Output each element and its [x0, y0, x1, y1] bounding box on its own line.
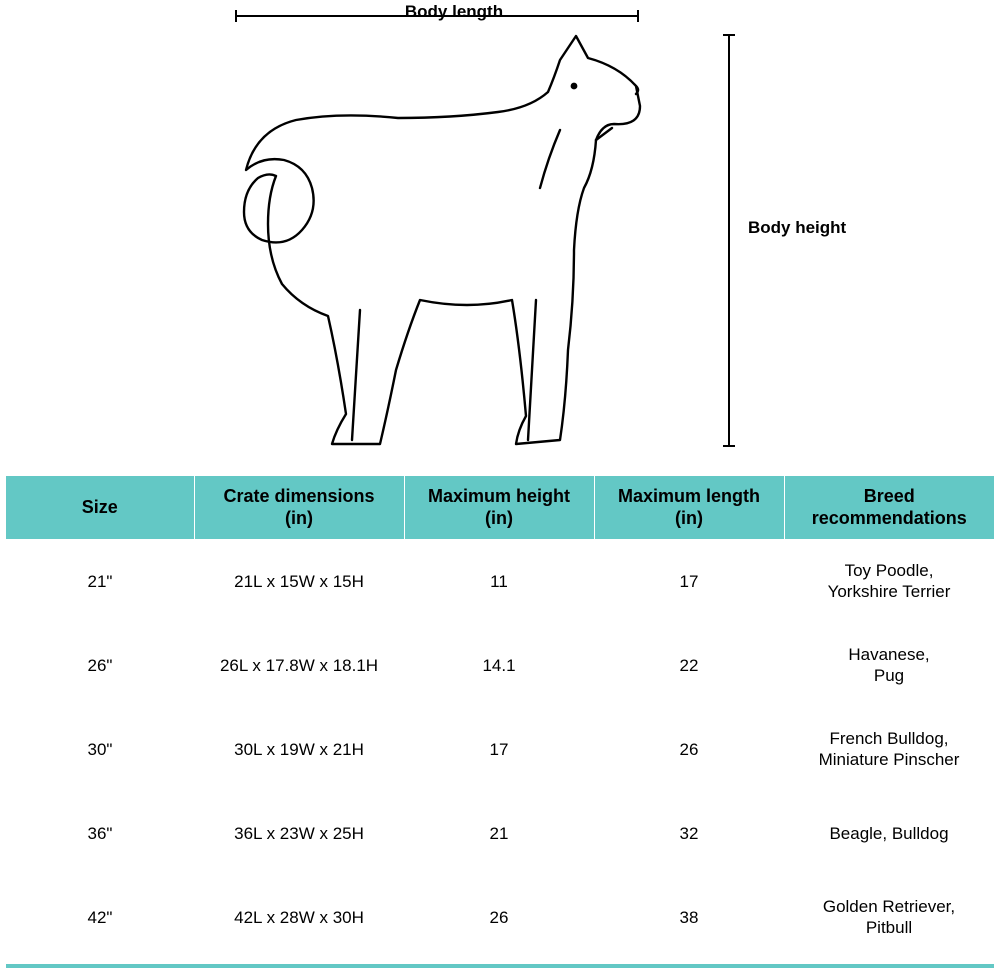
table-row: 36" 36L x 23W x 25H 21 32 Beagle, Bulldo… — [6, 791, 994, 875]
cell-breeds: Toy Poodle,Yorkshire Terrier — [784, 539, 994, 623]
cell-dims: 36L x 23W x 25H — [194, 791, 404, 875]
diagram-svg — [0, 0, 1000, 472]
cell-breeds: Havanese,Pug — [784, 623, 994, 707]
col-size: Size — [6, 476, 194, 539]
table-row: 42" 42L x 28W x 30H 26 38 Golden Retriev… — [6, 875, 994, 959]
col-dimensions: Crate dimensions(in) — [194, 476, 404, 539]
cell-maxl: 26 — [594, 707, 784, 791]
crate-size-table: Size Crate dimensions(in) Maximum height… — [6, 476, 994, 959]
col-breeds: Breedrecommendations — [784, 476, 994, 539]
cell-maxh: 17 — [404, 707, 594, 791]
table-row: 26" 26L x 17.8W x 18.1H 14.1 22 Havanese… — [6, 623, 994, 707]
cell-dims: 26L x 17.8W x 18.1H — [194, 623, 404, 707]
body-height-bar — [723, 35, 735, 446]
table-bottom-rule — [6, 964, 994, 968]
cell-maxh: 14.1 — [404, 623, 594, 707]
col-max-height: Maximum height(in) — [404, 476, 594, 539]
dog-outline-icon — [244, 36, 640, 444]
cell-dims: 21L x 15W x 15H — [194, 539, 404, 623]
cell-maxh: 11 — [404, 539, 594, 623]
col-max-length: Maximum length(in) — [594, 476, 784, 539]
cell-size: 26" — [6, 623, 194, 707]
cell-maxl: 22 — [594, 623, 784, 707]
measurement-diagram: Body length Body height — [0, 0, 1000, 472]
cell-maxl: 38 — [594, 875, 784, 959]
cell-size: 30" — [6, 707, 194, 791]
cell-breeds: Golden Retriever,Pitbull — [784, 875, 994, 959]
cell-maxl: 17 — [594, 539, 784, 623]
cell-breeds: French Bulldog,Miniature Pinscher — [784, 707, 994, 791]
cell-dims: 30L x 19W x 21H — [194, 707, 404, 791]
table-row: 21" 21L x 15W x 15H 11 17 Toy Poodle,Yor… — [6, 539, 994, 623]
cell-dims: 42L x 28W x 30H — [194, 875, 404, 959]
table-row: 30" 30L x 19W x 21H 17 26 French Bulldog… — [6, 707, 994, 791]
cell-maxh: 21 — [404, 791, 594, 875]
cell-size: 42" — [6, 875, 194, 959]
table-header: Size Crate dimensions(in) Maximum height… — [6, 476, 994, 539]
cell-size: 21" — [6, 539, 194, 623]
cell-breeds: Beagle, Bulldog — [784, 791, 994, 875]
cell-size: 36" — [6, 791, 194, 875]
cell-maxl: 32 — [594, 791, 784, 875]
cell-maxh: 26 — [404, 875, 594, 959]
body-height-label: Body height — [748, 218, 846, 238]
body-length-label: Body length — [394, 2, 514, 22]
table-body: 21" 21L x 15W x 15H 11 17 Toy Poodle,Yor… — [6, 539, 994, 959]
